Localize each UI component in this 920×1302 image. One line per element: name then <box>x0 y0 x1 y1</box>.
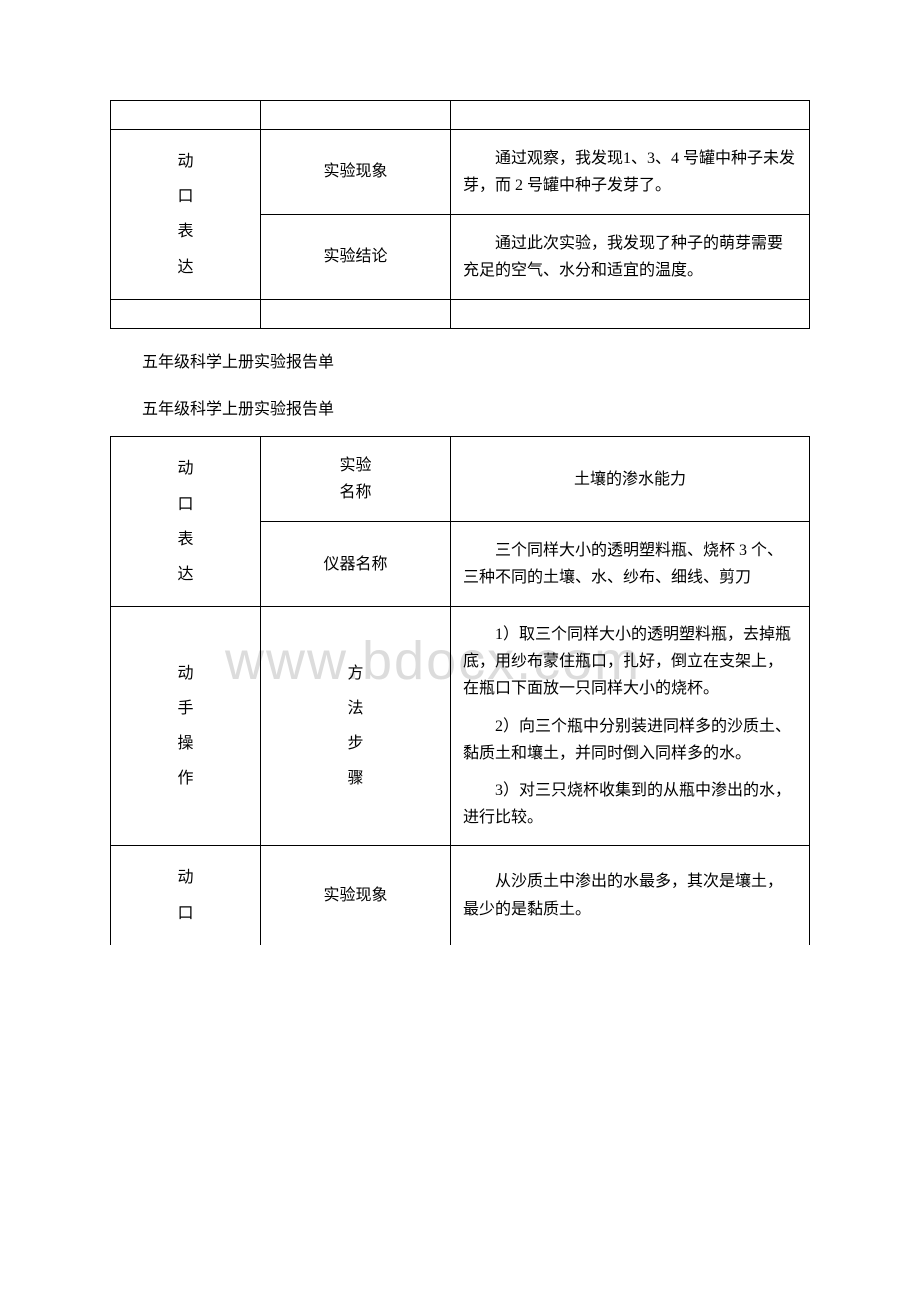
table-row <box>111 101 810 130</box>
cell-content: 通过此次实验，我发现了种子的萌芽需要充足的空气、水分和适宜的温度。 <box>451 214 810 299</box>
cell-content: 通过观察，我发现1、3、4 号罐中种子未发芽，而 2 号罐中种子发芽了。 <box>451 130 810 215</box>
cell-label: 实验 名称 <box>261 437 451 522</box>
table-row <box>111 299 810 328</box>
title-1: 五年级科学上册实验报告单 <box>142 349 810 378</box>
cell-empty <box>111 299 261 328</box>
table-experiment-1: 动 口 表 达 实验现象 通过观察，我发现1、3、4 号罐中种子未发芽，而 2 … <box>110 100 810 329</box>
cell-empty <box>261 299 451 328</box>
vertical-text: 动 口 表 达 <box>177 144 193 285</box>
table-row: 动 口 表 达 实验 名称 土壤的渗水能力 <box>111 437 810 522</box>
cell-empty <box>451 299 810 328</box>
cell-content: 三个同样大小的透明塑料瓶、烧杯 3 个、三种不同的土壤、水、纱布、细线、剪刀 <box>451 522 810 607</box>
cell-empty <box>111 101 261 130</box>
cell-vertical-label: 动 手 操 作 <box>111 607 261 846</box>
cell-label: 实验结论 <box>261 214 451 299</box>
cell-content: 土壤的渗水能力 <box>451 437 810 522</box>
cell-label: 仪器名称 <box>261 522 451 607</box>
cell-vertical-label: 动 口 表 达 <box>111 437 261 607</box>
vertical-text: 方 法 步 骤 <box>347 656 363 797</box>
title-2: 五年级科学上册实验报告单 <box>142 396 810 425</box>
cell-content: 从沙质土中渗出的水最多，其次是壤土，最少的是黏质土。 <box>451 846 810 945</box>
table-row: 动 口 实验现象 从沙质土中渗出的水最多，其次是壤土，最少的是黏质土。 <box>111 846 810 945</box>
cell-empty <box>261 101 451 130</box>
cell-label: 实验现象 <box>261 130 451 215</box>
table-experiment-2: 动 口 表 达 实验 名称 土壤的渗水能力 仪器名称 三个同样大小的透明塑料瓶、… <box>110 436 810 944</box>
vertical-text: 动 口 <box>177 860 193 930</box>
page-container: www.bdocx.com 动 口 表 达 实验现象 通过观察，我发现1、3、4… <box>110 100 810 945</box>
vertical-text: 动 口 表 达 <box>177 451 193 592</box>
table-row: 动 手 操 作 方 法 步 骤 1）取三个同样大小的透明塑料瓶，去掉瓶底，用纱布… <box>111 607 810 846</box>
cell-vertical-label: 动 口 表 达 <box>111 130 261 300</box>
cell-content: 1）取三个同样大小的透明塑料瓶，去掉瓶底，用纱布蒙住瓶口，扎好，倒立在支架上，在… <box>451 607 810 846</box>
cell-vertical-label: 方 法 步 骤 <box>261 607 451 846</box>
cell-empty <box>451 101 810 130</box>
cell-label: 实验现象 <box>261 846 451 945</box>
cell-vertical-label: 动 口 <box>111 846 261 945</box>
table-row: 动 口 表 达 实验现象 通过观察，我发现1、3、4 号罐中种子未发芽，而 2 … <box>111 130 810 215</box>
vertical-text: 动 手 操 作 <box>177 656 193 797</box>
